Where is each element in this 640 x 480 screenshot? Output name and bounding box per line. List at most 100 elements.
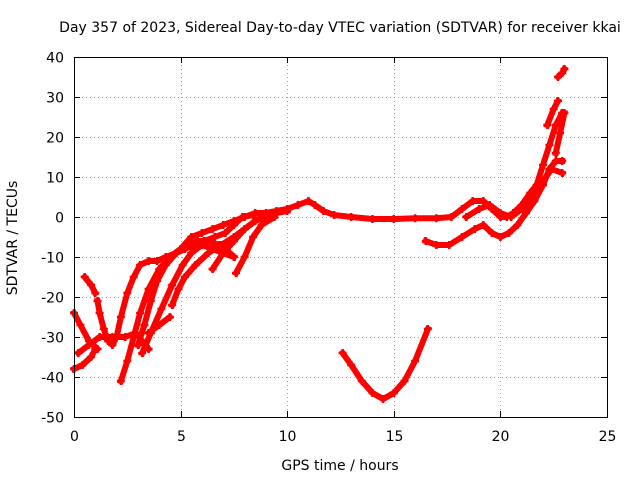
data-point: [93, 297, 102, 305]
data-point: [496, 209, 505, 217]
series-track-7: [134, 237, 234, 349]
data-point: [257, 221, 266, 229]
data-point: [197, 241, 206, 249]
data-point: [319, 207, 328, 215]
data-point: [338, 349, 347, 357]
data-point: [146, 297, 155, 305]
data-point: [208, 265, 217, 273]
y-tick-label: -20: [41, 291, 64, 307]
y-tick-label: 30: [46, 91, 64, 107]
data-point: [432, 214, 441, 223]
data-point: [153, 277, 162, 285]
data-point: [411, 357, 420, 365]
data-point: [116, 313, 125, 321]
data-point: [251, 209, 260, 217]
data-point: [379, 395, 388, 403]
data-point: [165, 313, 174, 321]
data-point: [138, 349, 147, 357]
data-point: [180, 273, 189, 281]
data-point: [347, 213, 356, 221]
plot-frame: [74, 57, 608, 418]
data-point: [95, 333, 104, 341]
data-point: [543, 121, 552, 129]
x-tick-label: 5: [177, 429, 186, 445]
series-line: [462, 166, 567, 222]
data-point: [458, 233, 466, 241]
data-point: [462, 213, 471, 221]
series-track-13: [338, 325, 432, 403]
series-track-9: [138, 241, 238, 357]
data-point: [347, 361, 356, 369]
data-point: [121, 333, 130, 341]
data-point: [123, 357, 132, 365]
y-tick-label: -50: [41, 411, 64, 427]
data-point: [458, 205, 466, 213]
y-tick-label: 0: [55, 211, 64, 227]
data-point: [310, 201, 319, 209]
data-point: [547, 165, 556, 173]
series-track-18: [553, 64, 569, 82]
data-point: [144, 285, 153, 293]
data-point: [496, 233, 505, 241]
data-point: [112, 333, 121, 341]
axis-ticks: 0 5 10 15 20 25 -50 -40 -30 -20 -10 0 10 20 30 40: [41, 51, 616, 446]
data-point: [221, 229, 230, 237]
data-point: [204, 237, 213, 245]
series-track-4: [80, 272, 100, 298]
data-point: [283, 207, 292, 215]
data-point: [421, 237, 430, 245]
series-track-17: [551, 109, 569, 157]
data-point: [168, 301, 177, 309]
data-point: [549, 105, 558, 113]
data-series: [69, 64, 569, 403]
data-point: [554, 97, 562, 105]
data-point: [551, 149, 560, 157]
data-point: [140, 321, 149, 329]
data-point: [129, 273, 138, 281]
data-point: [219, 249, 228, 257]
data-point: [411, 214, 420, 223]
data-point: [197, 229, 206, 237]
series-track-11: [208, 210, 270, 274]
series-line: [94, 211, 257, 348]
data-point: [554, 73, 562, 81]
data-point: [251, 217, 260, 225]
data-point: [87, 281, 96, 289]
data-point: [136, 309, 145, 317]
data-point: [157, 305, 166, 313]
data-point: [400, 377, 409, 385]
data-point: [87, 353, 96, 361]
data-point: [261, 211, 270, 219]
data-point: [191, 261, 200, 269]
data-point: [240, 225, 249, 233]
data-point: [76, 321, 85, 329]
data-point: [249, 233, 258, 241]
series-line: [70, 344, 100, 373]
y-tick-label: 10: [46, 171, 64, 187]
data-point: [560, 65, 569, 73]
data-point: [479, 221, 488, 229]
data-point: [219, 221, 228, 229]
data-point: [507, 213, 516, 221]
data-point: [229, 253, 238, 261]
data-point: [91, 345, 100, 353]
data-point: [123, 289, 132, 297]
x-axis-label: GPS time / hours: [281, 458, 398, 474]
data-point: [146, 329, 155, 337]
data-point: [217, 241, 226, 249]
data-point: [304, 197, 313, 205]
x-tick-label: 20: [492, 429, 510, 445]
data-point: [556, 129, 565, 137]
data-point: [193, 237, 202, 245]
data-point: [74, 349, 83, 357]
data-point: [84, 337, 93, 345]
series-track-3: [70, 344, 100, 373]
data-point: [168, 281, 177, 289]
data-point: [560, 109, 569, 117]
data-point: [95, 309, 104, 317]
data-point: [134, 341, 142, 349]
series-line: [69, 308, 102, 354]
data-point: [504, 229, 513, 237]
